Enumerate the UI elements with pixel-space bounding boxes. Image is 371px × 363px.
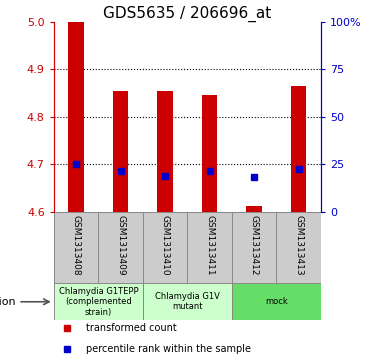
Text: GSM1313411: GSM1313411: [205, 215, 214, 276]
Bar: [54, 212, 98, 283]
Text: GSM1313409: GSM1313409: [116, 215, 125, 276]
Text: GSM1313408: GSM1313408: [72, 215, 81, 276]
Bar: [143, 212, 187, 283]
Bar: [68, 22, 84, 212]
Bar: [291, 86, 306, 212]
Text: Chlamydia G1TEPP
(complemented
strain): Chlamydia G1TEPP (complemented strain): [59, 287, 138, 317]
Bar: [54, 283, 143, 321]
Bar: [232, 283, 321, 321]
Text: GSM1313413: GSM1313413: [294, 215, 303, 276]
Bar: [246, 206, 262, 212]
Bar: [143, 283, 232, 321]
Bar: [202, 95, 217, 212]
Text: Chlamydia G1V
mutant: Chlamydia G1V mutant: [155, 292, 220, 311]
Text: transformed count: transformed count: [86, 322, 177, 333]
Bar: [98, 212, 143, 283]
Text: GSM1313410: GSM1313410: [161, 215, 170, 276]
Bar: [113, 91, 128, 212]
Text: GSM1313412: GSM1313412: [250, 215, 259, 276]
Bar: [187, 212, 232, 283]
Text: percentile rank within the sample: percentile rank within the sample: [86, 344, 251, 354]
Bar: [157, 91, 173, 212]
Bar: [232, 212, 276, 283]
Title: GDS5635 / 206696_at: GDS5635 / 206696_at: [103, 5, 272, 22]
Text: mock: mock: [265, 297, 288, 306]
Text: infection: infection: [0, 297, 16, 307]
Bar: [276, 212, 321, 283]
